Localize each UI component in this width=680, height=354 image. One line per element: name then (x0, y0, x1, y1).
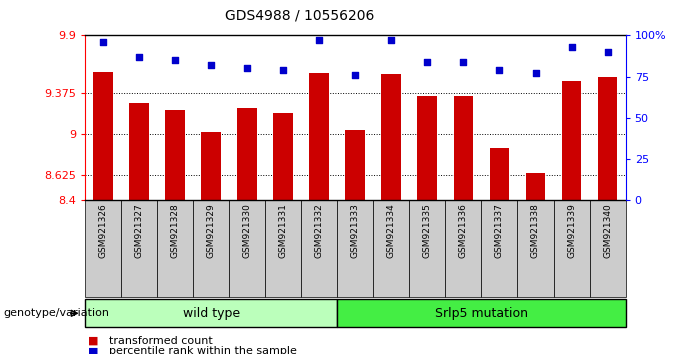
Bar (93, 72, 113, 200)
Bar (129, 103, 149, 200)
Point (494, 67, 505, 73)
Text: wild type: wild type (182, 307, 240, 320)
Bar (381, 74, 401, 200)
Point (242, 65, 253, 71)
Bar (309, 73, 329, 200)
Point (170, 57, 181, 63)
Bar (418, 96, 437, 200)
Text: Srlp5 mutation: Srlp5 mutation (435, 307, 528, 320)
Text: percentile rank within the sample: percentile rank within the sample (109, 346, 296, 354)
Bar (598, 77, 617, 200)
Text: ■: ■ (88, 346, 99, 354)
Point (98, 39, 109, 45)
Text: genotype/variation: genotype/variation (3, 308, 109, 318)
Point (422, 59, 432, 64)
Point (313, 38, 325, 43)
Point (277, 67, 288, 73)
Point (205, 62, 216, 68)
Bar (490, 148, 509, 200)
Text: ■: ■ (88, 336, 99, 346)
Bar (345, 130, 365, 200)
Bar (201, 132, 221, 200)
Bar (526, 172, 545, 200)
Point (458, 59, 469, 64)
Bar (273, 113, 293, 200)
Bar (237, 108, 257, 200)
Text: GDS4988 / 10556206: GDS4988 / 10556206 (224, 9, 374, 23)
Point (133, 54, 144, 59)
Bar (454, 96, 473, 200)
Text: transformed count: transformed count (109, 336, 213, 346)
Point (350, 72, 360, 78)
Point (602, 49, 613, 55)
Point (566, 44, 577, 50)
Point (386, 38, 396, 43)
Point (530, 70, 541, 76)
Bar (562, 81, 581, 200)
Bar (165, 110, 185, 200)
